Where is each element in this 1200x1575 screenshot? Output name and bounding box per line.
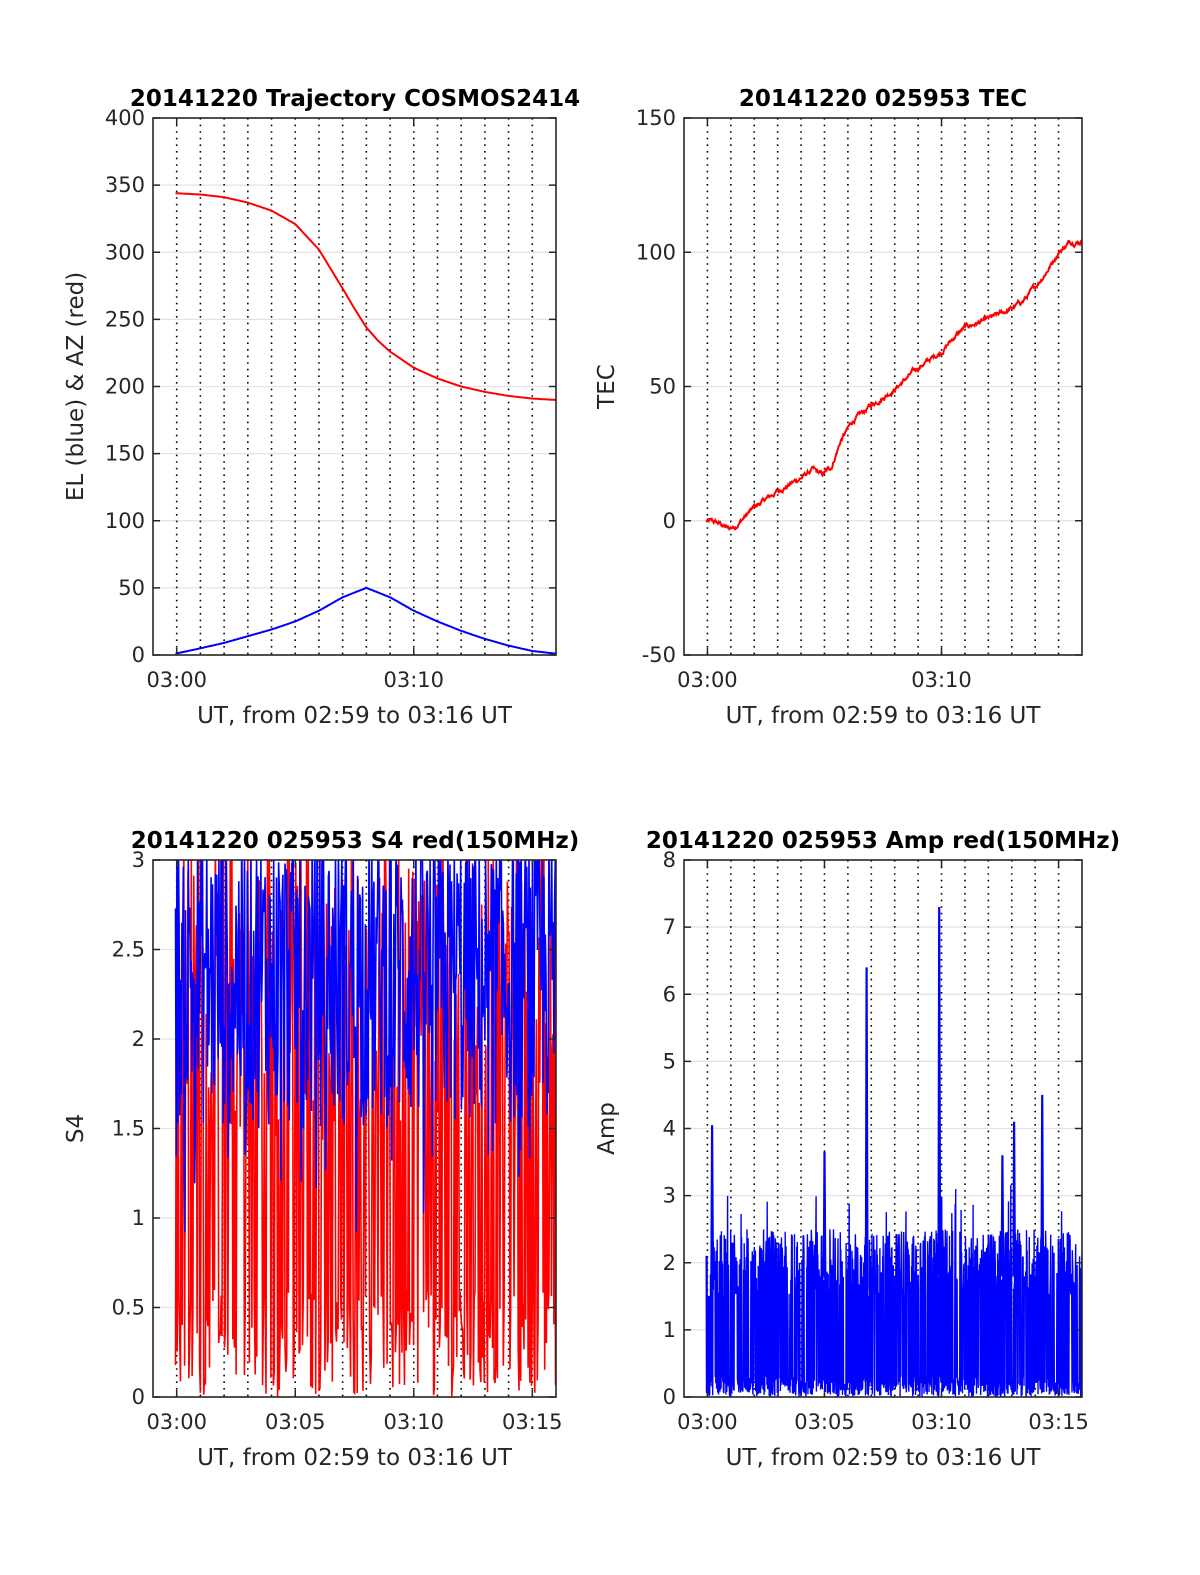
y-tick-label: 100 [105, 509, 145, 533]
y-tick-label: 1.5 [112, 1117, 145, 1141]
y-axis-label: TEC [594, 364, 620, 410]
y-tick-label: 0 [663, 509, 676, 533]
chart-title: 20141220 025953 TEC [739, 86, 1027, 112]
y-tick-label: 400 [105, 106, 145, 130]
y-tick-label: 6 [663, 982, 676, 1006]
y-tick-label: 2.5 [112, 938, 145, 962]
x-tick-label: 03:00 [146, 1410, 207, 1434]
series-group [175, 192, 556, 655]
y-tick-label: 350 [105, 173, 145, 197]
y-tick-label: 8 [663, 848, 676, 872]
azimuth-line [175, 192, 556, 401]
y-tick-label: 0.5 [112, 1296, 145, 1320]
amp-line [705, 1184, 1082, 1397]
y-tick-label: 300 [105, 240, 145, 264]
y-tick-label: 50 [118, 576, 145, 600]
y-tick-label: 2 [663, 1251, 676, 1275]
y-tick-label: 150 [636, 106, 676, 130]
trajectory-panel: 0 50 100 150 200 250 300 350 400 03:00 03:10 201412… [63, 86, 580, 729]
y-tick-label: 150 [105, 442, 145, 466]
tec-panel: -50 0 50 100 150 03:00 03:10 20141220 025953 TE… [594, 86, 1083, 729]
amp-peak [1012, 1121, 1017, 1290]
amp-peak [822, 1151, 827, 1290]
y-tick-label: 7 [663, 915, 676, 939]
x-tick-label: 03:15 [502, 1410, 563, 1434]
chart-title: 20141220 025953 Amp red(150MHz) [646, 828, 1120, 854]
chart-title: 20141220 Trajectory COSMOS2414 [130, 86, 580, 112]
y-tick-label: 5 [663, 1049, 676, 1073]
y-tick-label: 0 [663, 1385, 676, 1409]
y-tick-label: 1 [663, 1318, 676, 1342]
series-group [705, 906, 1082, 1397]
y-tick-label: -50 [642, 643, 676, 667]
x-tick-label: 03:05 [794, 1410, 855, 1434]
amp-peak [937, 906, 942, 1290]
chart-title: 20141220 025953 S4 red(150MHz) [131, 828, 580, 854]
x-axis-label: UT, from 02:59 to 03:16 UT [726, 1445, 1042, 1471]
x-tick-label: 03:00 [677, 668, 738, 692]
y-tick-label: 4 [663, 1117, 676, 1141]
x-axis-label: UT, from 02:59 to 03:16 UT [197, 703, 513, 729]
x-tick-label: 03:10 [911, 1410, 972, 1434]
y-tick-label: 3 [663, 1184, 676, 1208]
y-axis-label: EL (blue) & AZ (red) [63, 272, 89, 501]
x-tick-label: 03:05 [265, 1410, 326, 1434]
elevation-line [175, 586, 556, 655]
s4-panel: 0 0.5 1 1.5 2 2.5 3 03:00 03:05 03:10 03:15 2014122… [63, 828, 580, 1471]
y-tick-label: 250 [105, 307, 145, 331]
x-axis-label: UT, from 02:59 to 03:16 UT [197, 1445, 513, 1471]
amp-panel: 0 1 2 3 4 5 6 7 8 03:00 03:05 03:10 03:15 20141220 02… [594, 828, 1120, 1471]
x-axis-label: UT, from 02:59 to 03:16 UT [726, 703, 1042, 729]
y-axis-label: Amp [594, 1102, 620, 1155]
y-tick-label: 200 [105, 375, 145, 399]
x-tick-label: 03:15 [1028, 1410, 1089, 1434]
y-tick-label: 3 [132, 848, 145, 872]
series-group [174, 860, 556, 1397]
y-tick-label: 0 [132, 643, 145, 667]
series-group [705, 239, 1082, 532]
x-tick-label: 03:10 [383, 1410, 444, 1434]
tec-line [705, 239, 1082, 532]
amp-peak [864, 967, 869, 1290]
x-tick-label: 03:00 [146, 668, 207, 692]
y-tick-label: 2 [132, 1027, 145, 1051]
y-tick-label: 0 [132, 1385, 145, 1409]
s4-blue-line [174, 860, 556, 1233]
amp-peak [1000, 1155, 1005, 1290]
y-axis-label: S4 [63, 1114, 89, 1143]
y-tick-label: 1 [132, 1206, 145, 1230]
y-tick-label: 50 [649, 375, 676, 399]
y-tick-label: 100 [636, 240, 676, 264]
amp-peak [1040, 1094, 1045, 1290]
x-tick-label: 03:10 [383, 668, 444, 692]
amp-peak [710, 1125, 715, 1290]
x-tick-label: 03:10 [911, 668, 972, 692]
x-tick-label: 03:00 [677, 1410, 738, 1434]
